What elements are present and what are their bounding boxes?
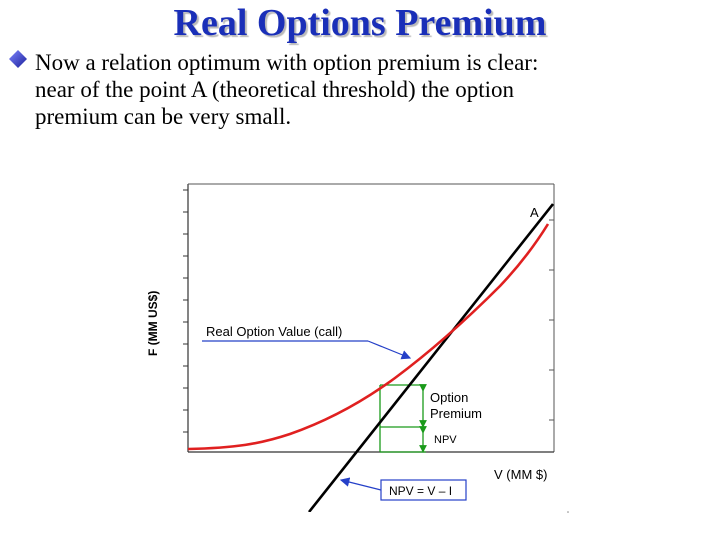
- bullet-line-3: premium can be very small.: [35, 104, 292, 129]
- corner-dot: [567, 511, 569, 513]
- point-a-label: A: [530, 205, 539, 220]
- bullet-line-1: Now a relation optimum with option premi…: [35, 50, 539, 75]
- npv-callout-label: NPV = V – I: [389, 484, 452, 498]
- option-premium-label-line1: Option: [430, 390, 468, 405]
- right-axis-ticks: [549, 219, 554, 421]
- npv-line: [307, 203, 554, 512]
- bullet-line-2: near of the point A (theoretical thresho…: [35, 77, 515, 102]
- option-premium-box: [379, 384, 427, 453]
- diamond-bullet-icon: [9, 50, 27, 68]
- slide-title: Real Options Premium: [173, 2, 547, 44]
- plot-frame: [187, 183, 555, 453]
- curve-callout-label: Real Option Value (call): [206, 324, 342, 339]
- bullet-text: Now a relation optimum with option premi…: [35, 49, 715, 130]
- option-premium-label-line2: Premium: [430, 406, 482, 421]
- x-axis-label: V (MM $): [494, 467, 547, 482]
- y-axis-ticks: [183, 189, 188, 433]
- y-axis-label: F (MM US$): [146, 291, 160, 356]
- npv-callout-arrow: [339, 477, 382, 491]
- curve-callout-arrow: [367, 340, 412, 360]
- npv-bracket-label: NPV: [434, 434, 457, 446]
- option-value-curve: [187, 223, 550, 451]
